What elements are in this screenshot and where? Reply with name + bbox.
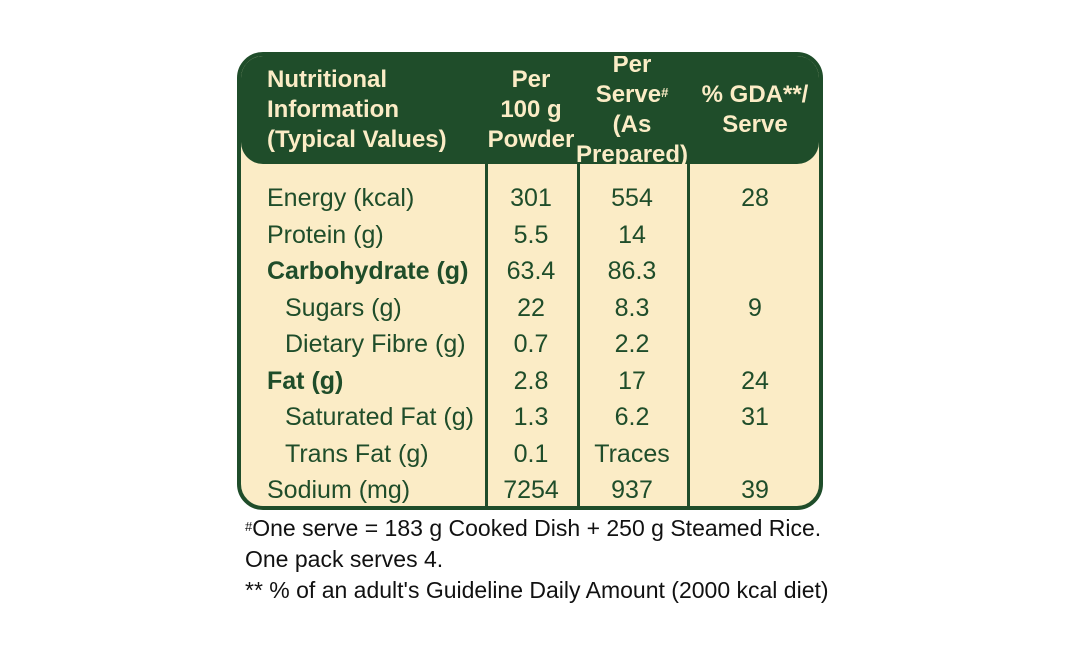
per-100g-value: 22	[517, 293, 545, 322]
row-label: Carbohydrate (g)	[267, 257, 469, 285]
header-per-serve: Per Serve# (As Prepared)	[575, 52, 689, 168]
per-serve-value: 86.3	[607, 257, 657, 285]
per-100g-value: 301	[510, 184, 552, 212]
header-gda: % GDA**/ Serve	[701, 81, 809, 138]
gda-value: 24	[741, 366, 769, 395]
per-100g-value: 5.5	[513, 220, 549, 249]
table-header: Nutritional Information (Typical Values)…	[241, 52, 819, 168]
table-row: Dietary Fibre (g) 0.7 2.2	[241, 326, 819, 363]
nutrition-table: Nutritional Information (Typical Values)…	[237, 52, 823, 510]
row-label: Energy (kcal)	[267, 184, 415, 212]
per-serve-value: Traces	[594, 439, 670, 468]
footnotes: #One serve = 183 g Cooked Dish + 250 g S…	[245, 513, 829, 606]
header-per-100g: Per 100 g Powder	[487, 66, 575, 153]
table-row: Fat (g) 2.8 17 24	[241, 363, 819, 400]
per-serve-value: 17	[618, 366, 646, 395]
column-divider	[687, 164, 690, 506]
row-label: Fat (g)	[267, 366, 344, 395]
table-row: Sodium (mg) 7254 937 39	[241, 472, 819, 506]
gda-value: 31	[741, 403, 769, 431]
row-label: Saturated Fat (g)	[285, 403, 474, 431]
row-label: Protein (g)	[267, 220, 384, 249]
footnote-serve: #One serve = 183 g Cooked Dish + 250 g S…	[245, 515, 822, 541]
row-label: Trans Fat (g)	[285, 439, 429, 468]
per-100g-value: 2.8	[513, 366, 549, 395]
per-serve-value: 2.2	[614, 330, 650, 358]
gda-value: 28	[741, 184, 769, 212]
per-serve-value: 937	[611, 476, 653, 504]
table-row: Carbohydrate (g) 63.4 86.3	[241, 253, 819, 290]
per-100g-value: 63.4	[506, 257, 556, 285]
gda-value: 9	[748, 293, 762, 322]
footnote-pack: One pack serves 4.	[245, 546, 444, 572]
per-100g-value: 1.3	[513, 403, 549, 431]
per-serve-value: 14	[618, 220, 646, 249]
row-label: Sugars (g)	[285, 293, 402, 322]
per-serve-value: 554	[611, 184, 653, 212]
table-body: Energy (kcal) 301 554 28 Protein (g) 5.5…	[241, 180, 819, 506]
table-row: Protein (g) 5.5 14	[241, 217, 819, 254]
row-label: Sodium (mg)	[267, 476, 411, 504]
column-divider	[485, 164, 488, 506]
footnote-gda: ** % of an adult's Guideline Daily Amoun…	[245, 577, 829, 603]
table-row: Energy (kcal) 301 554 28	[241, 180, 819, 217]
column-divider	[577, 164, 580, 506]
header-nutritional-info: Nutritional Information (Typical Values)	[267, 66, 447, 153]
table-row: Trans Fat (g) 0.1 Traces	[241, 436, 819, 473]
table-row: Sugars (g) 22 8.3 9	[241, 290, 819, 327]
row-label: Dietary Fibre (g)	[285, 330, 466, 358]
per-100g-value: 0.7	[513, 330, 549, 358]
per-serve-value: 6.2	[614, 403, 650, 431]
table-row: Saturated Fat (g) 1.3 6.2 31	[241, 399, 819, 436]
per-100g-value: 7254	[503, 476, 559, 504]
per-100g-value: 0.1	[513, 439, 549, 468]
per-serve-value: 8.3	[614, 293, 650, 322]
gda-value: 39	[741, 476, 769, 504]
